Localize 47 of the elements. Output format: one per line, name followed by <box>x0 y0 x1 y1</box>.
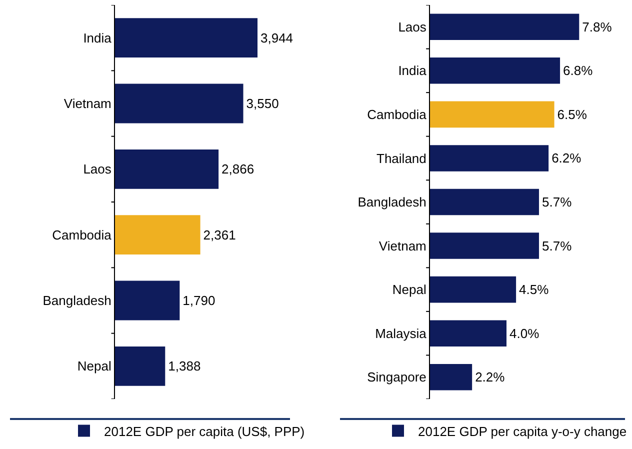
y-tick-label: India <box>398 63 428 78</box>
y-tick-label: Cambodia <box>367 106 428 122</box>
y-tick-label: Bangladesh <box>42 293 112 308</box>
y-tick-label: Bangladesh <box>358 194 426 210</box>
y-tick-label: Laos <box>83 162 112 177</box>
data-label: 7.8% <box>582 19 612 34</box>
y-tick-label: Malaysia <box>375 326 428 341</box>
bar <box>115 215 200 255</box>
bar <box>115 18 258 58</box>
bar <box>430 320 506 346</box>
data-label: 4.5% <box>519 282 550 298</box>
data-label: 6.2% <box>552 150 582 166</box>
data-label: 1,790 <box>182 293 216 308</box>
bar <box>430 188 539 216</box>
data-label: 3,944 <box>260 30 294 46</box>
y-tick-label: Nepal <box>392 282 427 298</box>
data-label: 3,550 <box>246 96 279 111</box>
y-tick-label: Cambodia <box>52 227 112 242</box>
data-label: 2,866 <box>222 162 254 177</box>
y-tick-label: Singapore <box>367 370 426 385</box>
bar <box>115 84 244 124</box>
data-label: 5.7% <box>542 238 572 254</box>
y-tick-label: Vietnam <box>64 96 112 112</box>
bar <box>430 364 472 390</box>
data-label: 2,361 <box>203 227 236 242</box>
data-label: 4.0% <box>509 326 540 341</box>
bar <box>430 232 539 259</box>
bar <box>430 14 580 40</box>
data-label: 2.2% <box>475 370 506 385</box>
legend-label: 2012E GDP per capita y-o-y change <box>418 424 627 439</box>
bar <box>430 145 549 172</box>
data-label: 1,388 <box>168 358 201 374</box>
bar <box>430 276 516 303</box>
y-tick-label: Thailand <box>376 150 426 166</box>
y-tick-label: Vietnam <box>378 238 426 254</box>
y-tick-label: Nepal <box>77 358 112 374</box>
data-label: 6.8% <box>563 63 594 78</box>
y-tick-label: India <box>83 30 112 46</box>
bar <box>115 346 166 386</box>
bar <box>430 58 560 84</box>
data-label: 6.5% <box>557 106 588 122</box>
data-label: 5.7% <box>542 194 572 210</box>
bar <box>430 101 554 128</box>
legend-label: 2012E GDP per capita (US$, PPP) <box>104 424 305 439</box>
y-tick-label: Laos <box>398 19 427 34</box>
bar <box>115 280 180 320</box>
bar <box>115 149 219 189</box>
